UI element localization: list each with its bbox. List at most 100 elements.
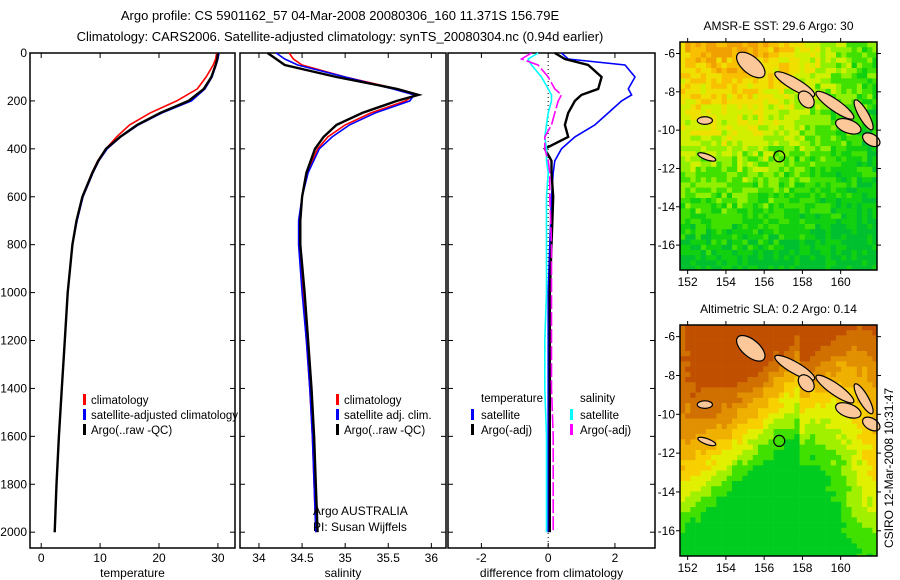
map-cell <box>820 166 826 173</box>
map-cell <box>747 42 754 48</box>
map-cell <box>726 496 733 503</box>
map-cell <box>794 533 800 539</box>
map-cell <box>747 371 754 378</box>
map-cell <box>773 57 780 64</box>
map-cell <box>872 470 878 477</box>
map-cell <box>846 218 852 225</box>
map-cell <box>752 423 759 430</box>
map-cell <box>789 57 795 64</box>
map-cell <box>846 387 852 393</box>
map-cell <box>773 94 780 100</box>
map-cell <box>742 330 748 336</box>
legend-swatch <box>336 394 339 405</box>
map-cell <box>695 182 702 188</box>
map-cell <box>758 234 764 240</box>
map-cell <box>820 522 826 529</box>
map-cell <box>862 382 868 388</box>
map-cell <box>690 429 696 435</box>
map-cell <box>846 522 852 529</box>
map-cell <box>815 434 821 440</box>
map-cell <box>799 47 806 53</box>
map-cell <box>825 68 832 74</box>
map-cell <box>830 460 837 466</box>
map-cell <box>867 146 873 152</box>
map-cell <box>732 507 738 513</box>
map-cell <box>773 52 780 58</box>
map-cell <box>799 250 806 256</box>
argo-position-marker <box>773 434 786 448</box>
map-cell <box>752 371 759 378</box>
map-cell <box>815 229 821 235</box>
map-cell <box>742 265 748 271</box>
map-cell <box>862 151 868 157</box>
map-cell <box>752 52 759 58</box>
map-cell <box>825 192 832 199</box>
map-cell <box>830 335 837 341</box>
map-cell <box>794 335 800 341</box>
map-cell <box>732 470 738 477</box>
map-cell <box>815 392 821 399</box>
map-cell <box>799 42 806 48</box>
map-cell <box>711 465 717 471</box>
map-cell <box>721 125 728 131</box>
map-cell <box>706 161 712 168</box>
map-cell <box>758 517 764 523</box>
map-cell <box>789 413 795 419</box>
map-cell <box>862 439 868 445</box>
map-cell <box>862 538 868 544</box>
map-cell <box>799 486 806 492</box>
map-cell <box>799 491 806 497</box>
map-cell <box>700 57 707 64</box>
map-cell <box>815 330 821 336</box>
map-cell <box>815 512 821 518</box>
map-cell <box>768 73 774 79</box>
map-cell <box>685 114 691 121</box>
map-cell <box>711 517 717 523</box>
map-cell <box>737 475 743 482</box>
map-cell <box>830 192 837 199</box>
map-cell <box>872 239 878 246</box>
map-cell <box>815 140 821 147</box>
legend-swatch <box>570 424 573 435</box>
map-cell <box>851 371 858 378</box>
map-cell <box>747 527 754 534</box>
map-cell <box>726 260 733 266</box>
map-cell <box>685 455 691 461</box>
map-cell <box>784 543 790 549</box>
map-cell <box>695 543 702 549</box>
map-cell <box>830 166 837 173</box>
map-cell <box>758 371 764 378</box>
map-cell <box>820 507 826 513</box>
map-cell <box>685 397 691 404</box>
map-cell <box>851 543 858 549</box>
map-cell <box>706 78 712 84</box>
map-cell <box>784 218 790 225</box>
map-cell <box>778 507 785 513</box>
map-cell <box>784 449 790 456</box>
map-cell <box>700 52 707 58</box>
map-cell <box>700 533 707 539</box>
map-cell <box>747 553 754 557</box>
map-cell <box>851 533 858 539</box>
map-cell <box>763 377 769 383</box>
map-cell <box>706 192 712 199</box>
map-cell <box>862 218 868 225</box>
map-cell <box>721 166 728 173</box>
map-cell <box>872 52 878 58</box>
map-cell <box>685 229 691 235</box>
map-cell <box>841 94 847 100</box>
map-cell <box>867 161 873 168</box>
map-cell <box>846 224 852 230</box>
map-cell <box>747 418 754 425</box>
map-cell <box>726 460 733 466</box>
map-cell <box>742 491 748 497</box>
panel-salinity: 34 34.5 35 35.5 36salinityclimatologysatelli… <box>239 52 447 580</box>
map-cell <box>867 57 873 64</box>
map-cell <box>758 423 764 430</box>
map-cell <box>867 371 873 378</box>
map-cell <box>737 203 743 209</box>
map-cell <box>690 177 696 183</box>
map-cell <box>700 62 707 69</box>
map-cell <box>872 486 878 492</box>
map-cell <box>820 47 826 53</box>
